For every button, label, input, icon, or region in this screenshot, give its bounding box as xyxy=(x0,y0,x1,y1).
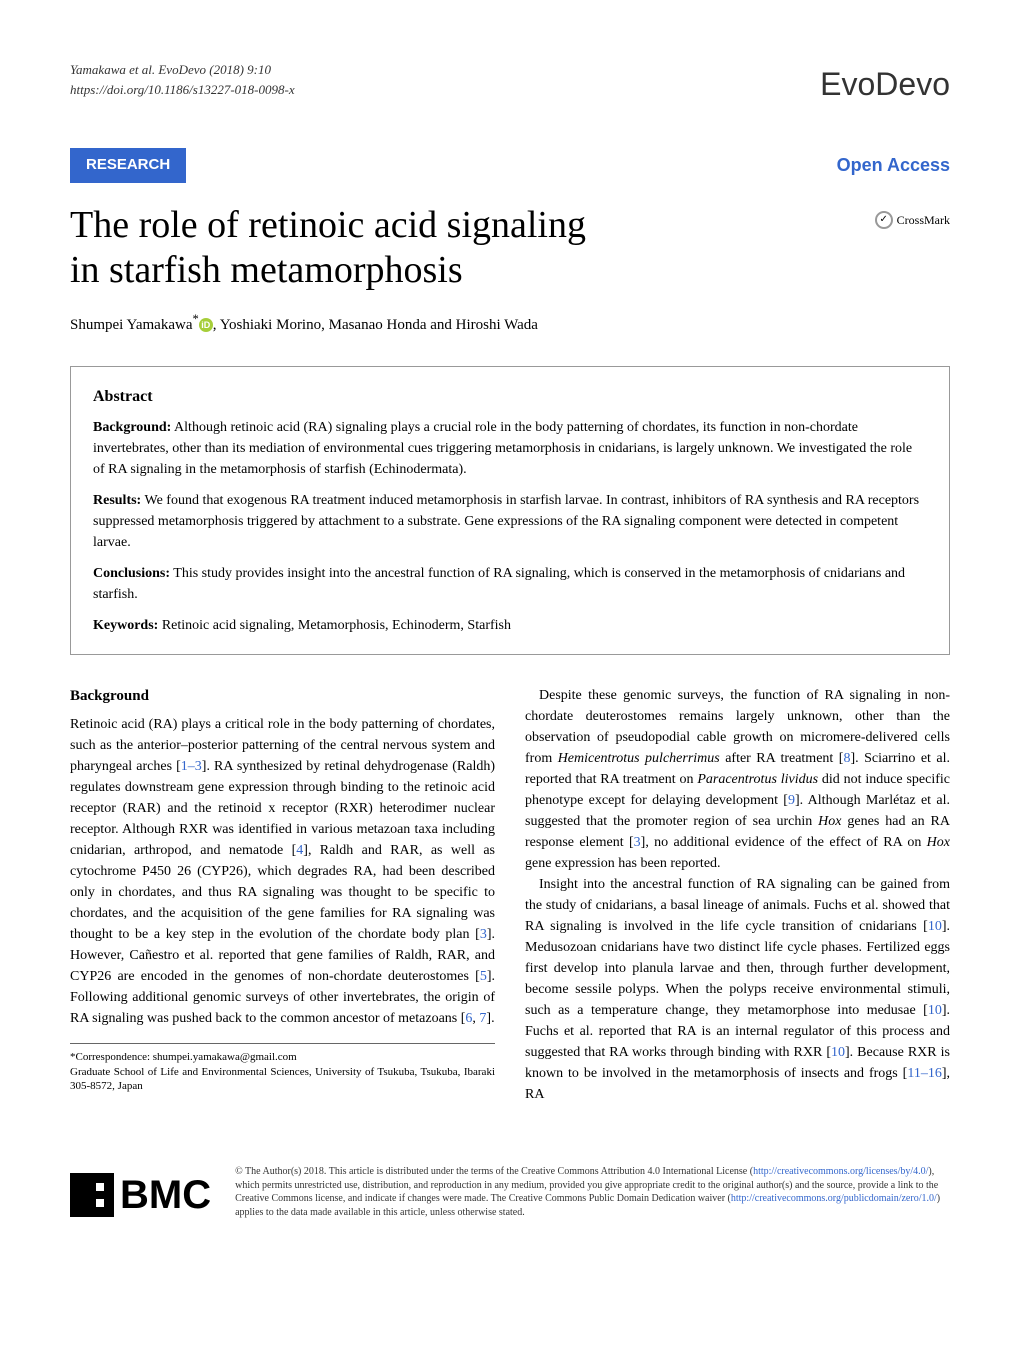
bmc-icon xyxy=(70,1173,114,1217)
citation-link[interactable]: 5 xyxy=(480,969,487,984)
abstract-keywords: Keywords: Retinoic acid signaling, Metam… xyxy=(93,615,927,636)
correspondence-email: shumpei.yamakawa@gmail.com xyxy=(150,1051,297,1063)
license-link[interactable]: http://creativecommons.org/publicdomain/… xyxy=(731,1193,937,1204)
paragraph-1: Retinoic acid (RA) plays a critical role… xyxy=(70,714,495,1029)
crossmark-icon: ✓ xyxy=(875,211,893,229)
citation-link[interactable]: 1–3 xyxy=(181,759,202,774)
paragraph-3: Insight into the ancestral function of R… xyxy=(525,874,950,1105)
citation-link[interactable]: 10 xyxy=(831,1045,845,1060)
citation-link[interactable]: 10 xyxy=(928,919,942,934)
citation-link[interactable]: 11–16 xyxy=(907,1066,941,1081)
category-badge: RESEARCH xyxy=(70,148,186,183)
crossmark-badge[interactable]: ✓ CrossMark xyxy=(875,211,950,229)
page-footer: BMC © The Author(s) 2018. This article i… xyxy=(70,1145,950,1225)
paragraph-2: Despite these genomic surveys, the funct… xyxy=(525,685,950,874)
license-text: © The Author(s) 2018. This article is di… xyxy=(235,1165,950,1219)
abstract-conclusions: Conclusions: This study provides insight… xyxy=(93,563,927,605)
background-heading: Background xyxy=(70,685,495,708)
citation-line1: Yamakawa et al. EvoDevo (2018) 9:10 xyxy=(70,60,295,80)
bmc-logo: BMC xyxy=(70,1165,211,1225)
category-bar: RESEARCH Open Access xyxy=(70,148,950,183)
article-title: The role of retinoic acid signaling in s… xyxy=(70,203,950,294)
citation-link[interactable]: 3 xyxy=(634,835,641,850)
correspondence-affiliation: Graduate School of Life and Environmenta… xyxy=(70,1065,495,1095)
article-body: Background Retinoic acid (RA) plays a cr… xyxy=(70,685,950,1105)
citation: Yamakawa et al. EvoDevo (2018) 9:10 http… xyxy=(70,60,295,99)
citation-link[interactable]: 3 xyxy=(480,927,487,942)
license-link[interactable]: http://creativecommons.org/licenses/by/4… xyxy=(753,1166,928,1177)
correspondence-block: *Correspondence: shumpei.yamakawa@gmail.… xyxy=(70,1043,495,1095)
abstract-results: Results: We found that exogenous RA trea… xyxy=(93,490,927,553)
citation-line2: https://doi.org/10.1186/s13227-018-0098-… xyxy=(70,80,295,100)
authors-rest: , Yoshiaki Morino, Masanao Honda and Hir… xyxy=(213,317,538,333)
page-header: Yamakawa et al. EvoDevo (2018) 9:10 http… xyxy=(70,60,950,108)
abstract-heading: Abstract xyxy=(93,385,927,409)
journal-name: EvoDevo xyxy=(820,60,950,108)
abstract-background: Background: Although retinoic acid (RA) … xyxy=(93,417,927,480)
authors-list: Shumpei Yamakawa*iD, Yoshiaki Morino, Ma… xyxy=(70,310,950,337)
author-1: Shumpei Yamakawa xyxy=(70,317,193,333)
citation-link[interactable]: 9 xyxy=(788,793,795,808)
abstract-box: Abstract Background: Although retinoic a… xyxy=(70,366,950,655)
citation-link[interactable]: 10 xyxy=(928,1003,942,1018)
open-access-label: Open Access xyxy=(837,152,950,179)
orcid-icon[interactable]: iD xyxy=(199,318,213,332)
crossmark-label: CrossMark xyxy=(897,211,950,229)
